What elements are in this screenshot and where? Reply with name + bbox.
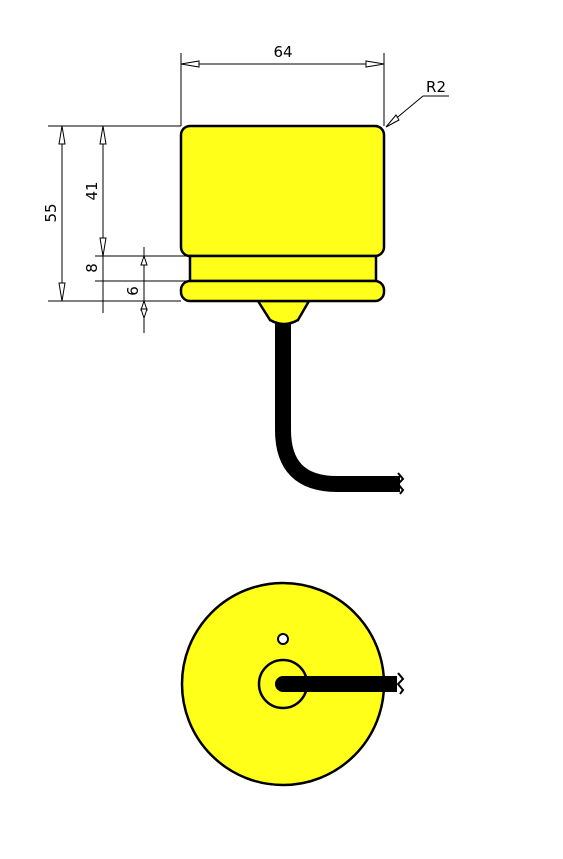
arrow-left-width: [180, 60, 200, 68]
arrow-right-width: [365, 60, 385, 68]
dim-width-label: 64: [273, 43, 292, 61]
arrow-top-55: [58, 125, 66, 145]
dim-body-height-label: 41: [83, 181, 101, 200]
dim-total-height-label: 55: [42, 203, 60, 222]
groove-band: [188, 254, 378, 283]
sensor-body: [179, 124, 386, 258]
arrow-bottom-55: [58, 282, 66, 302]
cable-break-mark-side: [396, 472, 405, 495]
cable-break-mark-top: [396, 672, 405, 695]
arrow-top-41: [99, 125, 107, 145]
arrow-6-bottom: [140, 308, 148, 320]
dim-radius-label: R2: [426, 78, 446, 96]
strain-relief: [255, 299, 312, 326]
arrow-radius: [385, 114, 400, 128]
top-view: [180, 581, 409, 787]
dimension-lines: 64 R2 55 41 8 6: [42, 43, 449, 333]
arrow-bottom-41: [99, 237, 107, 257]
cable-side: [275, 318, 400, 492]
side-view: [179, 124, 405, 495]
dim-flange-height-label: 6: [124, 286, 142, 296]
mounting-hole: [277, 633, 289, 645]
arrow-8-upper: [140, 254, 148, 266]
flange: [179, 279, 386, 303]
dim-groove-height-label: 8: [83, 263, 101, 273]
